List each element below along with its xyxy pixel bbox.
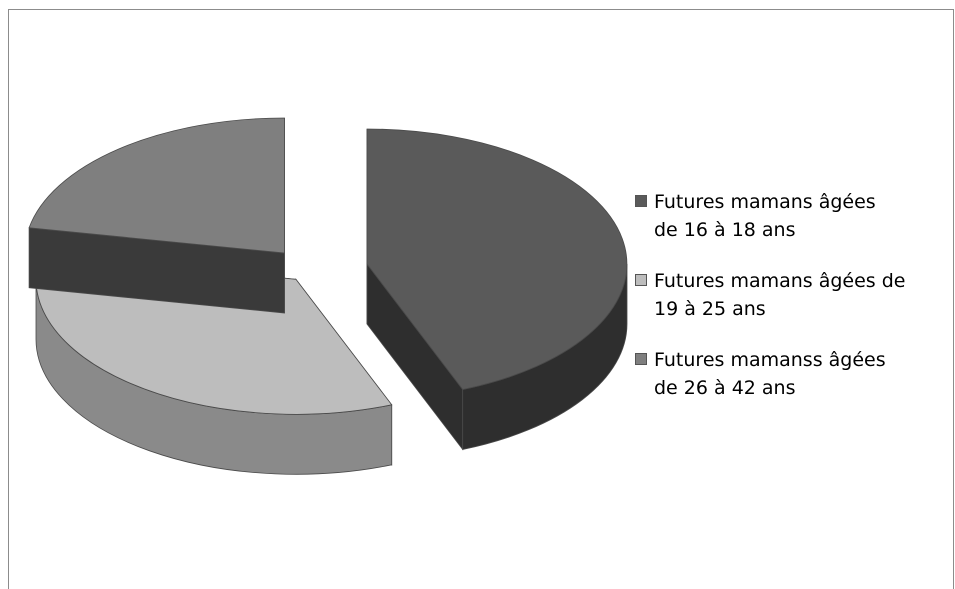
legend-label-19-25: Futures mamans âgées de 19 à 25 ans xyxy=(654,270,906,320)
legend-swatch-19-25 xyxy=(635,274,647,286)
pie-slice-26-42 xyxy=(29,118,284,313)
legend-swatch-26-42 xyxy=(635,353,647,365)
legend-item-16-18: Futures mamans âgées de 16 à 18 ans xyxy=(635,188,950,244)
legend-swatch-16-18 xyxy=(635,195,647,207)
legend-item-26-42: Futures mamanss âgées de 26 à 42 ans xyxy=(635,346,950,402)
pie-slice-16-18 xyxy=(367,129,627,450)
legend-item-19-25: Futures mamans âgées de 19 à 25 ans xyxy=(635,267,950,323)
legend-label-16-18: Futures mamans âgées de 16 à 18 ans xyxy=(654,191,876,241)
legend: Futures mamans âgées de 16 à 18 ans Futu… xyxy=(635,188,950,425)
legend-label-26-42: Futures mamanss âgées de 26 à 42 ans xyxy=(654,349,886,399)
